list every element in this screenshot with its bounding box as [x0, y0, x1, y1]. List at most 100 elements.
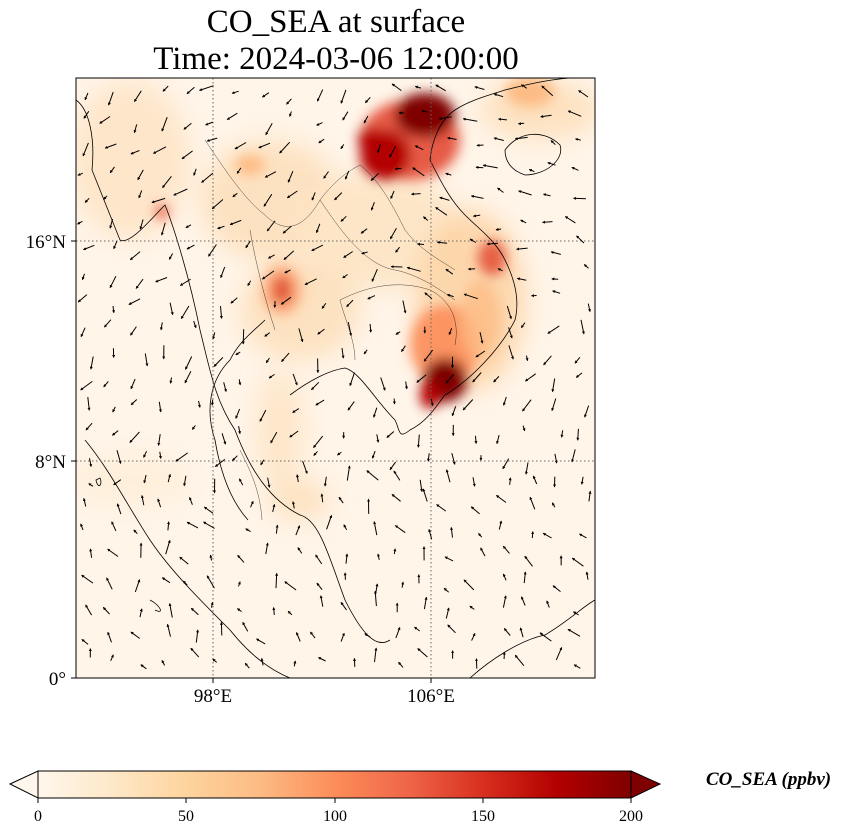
wind-arrow	[447, 624, 456, 634]
wind-arrow	[109, 218, 114, 229]
wind-arrow	[165, 539, 171, 555]
wind-arrow	[203, 521, 215, 529]
wind-arrow	[445, 373, 455, 384]
wind-arrow	[259, 409, 267, 422]
wind-arrow	[275, 572, 279, 589]
wind-arrow	[184, 370, 192, 384]
wind-arrow	[497, 268, 503, 272]
wind-arrow	[317, 328, 325, 335]
wind-arrow	[404, 381, 408, 390]
wind-arrow	[542, 532, 552, 539]
wind-arrow	[139, 608, 143, 618]
wind-arrow	[286, 98, 292, 105]
wind-arrow	[414, 145, 424, 151]
wind-arrow	[157, 498, 162, 508]
lat-tick-8n: 8°N	[35, 452, 66, 473]
wind-arrow	[571, 449, 576, 463]
wind-arrow	[220, 266, 226, 279]
wind-arrow	[587, 303, 591, 313]
wind-arrow	[341, 348, 345, 359]
wind-arrow	[231, 90, 239, 94]
wind-arrow	[363, 349, 368, 355]
wind-arrow	[135, 278, 144, 289]
lat-tick-16n: 16°N	[26, 232, 67, 253]
wind-arrow	[470, 194, 484, 199]
wind-arrow	[342, 274, 348, 279]
wind-arrow	[113, 241, 118, 250]
wind-arrow	[289, 430, 299, 438]
wind-arrow	[435, 84, 446, 92]
wind-arrow	[219, 305, 223, 319]
wind-arrow	[167, 473, 172, 483]
wind-arrow	[469, 238, 477, 243]
wind-arrow	[340, 89, 347, 104]
wind-arrow	[103, 381, 109, 388]
wind-arrow	[129, 431, 140, 443]
wind-arrow	[482, 164, 498, 169]
gridlines	[76, 78, 595, 678]
wind-arrow	[474, 86, 485, 90]
wind-arrow	[340, 601, 347, 611]
wind-arrow	[315, 554, 323, 565]
wind-arrow	[81, 639, 89, 645]
wind-arrow	[514, 654, 525, 667]
wind-arrow	[133, 90, 142, 103]
wind-arrow	[270, 431, 278, 444]
wind-arrow	[112, 305, 115, 314]
wind-arrow	[541, 85, 554, 97]
wind-arrow	[284, 269, 291, 274]
wind-arrow	[349, 372, 355, 387]
wind-arrow	[304, 278, 317, 286]
wind-arrow	[471, 632, 476, 641]
wind-arrow	[443, 587, 450, 593]
wind-arrow	[284, 581, 297, 591]
wind-arrow	[264, 332, 270, 337]
wind-arrow	[571, 166, 579, 171]
wind-arrow	[391, 83, 402, 92]
wind-arrow	[532, 475, 538, 485]
wind-arrow	[311, 381, 320, 391]
lat-tick-labels: 0° 8°N 16°N	[26, 232, 76, 690]
wind-arrow	[525, 355, 529, 362]
wind-arrow	[546, 600, 550, 608]
wind-arrow	[343, 251, 353, 259]
wind-arrow	[364, 633, 371, 638]
wind-arrow	[516, 247, 528, 251]
wind-arrow	[524, 373, 536, 382]
wind-arrow	[189, 496, 193, 505]
wind-arrow	[104, 319, 112, 328]
wind-arrow	[175, 452, 188, 462]
wind-arrow	[81, 273, 85, 281]
wind-arrow	[542, 220, 553, 224]
wind-arrow	[234, 142, 247, 150]
wind-arrow	[268, 373, 275, 379]
wind-arrow	[370, 173, 379, 181]
wind-arrow	[104, 143, 117, 149]
wind-arrow	[232, 455, 238, 461]
wind-arrow	[493, 93, 504, 98]
wind-arrow	[340, 215, 347, 222]
wind-arrow	[213, 357, 224, 367]
wind-arrow	[183, 122, 192, 130]
wind-arrow	[394, 525, 406, 534]
wind-arrow	[316, 122, 323, 126]
wind-arrow	[580, 476, 584, 485]
wind-arrow	[476, 143, 484, 147]
wind-arrow	[578, 90, 589, 98]
wind-arrow	[345, 553, 349, 564]
wind-arrow	[195, 629, 199, 643]
wind-arrow	[584, 405, 590, 418]
wind-arrow	[296, 474, 299, 483]
wind-arrow	[313, 435, 324, 448]
wind-arrow	[414, 626, 421, 632]
wind-arrow	[292, 373, 298, 386]
wind-arrow	[82, 142, 89, 157]
lat-tick-0: 0°	[49, 669, 66, 690]
wind-arrow	[524, 462, 529, 475]
wind-arrow	[321, 303, 327, 309]
wind-arrow	[323, 171, 329, 179]
wind-arrow	[130, 378, 136, 390]
wind-arrow	[302, 460, 308, 474]
wind-arrow	[523, 571, 527, 584]
wind-arrow	[169, 377, 173, 384]
